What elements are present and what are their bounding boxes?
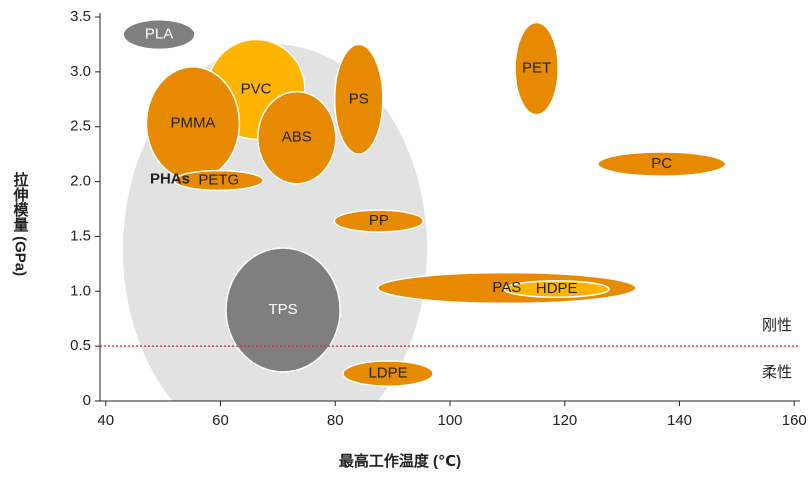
bubble-label: PAS bbox=[492, 279, 521, 296]
bubble-label: PMMA bbox=[170, 114, 215, 131]
bubble-label: PP bbox=[369, 212, 389, 229]
x-tick-label: 140 bbox=[667, 412, 692, 429]
y-tick-label: 0.5 bbox=[70, 337, 91, 354]
x-axis-label: 最高工作温度 (℃) bbox=[339, 452, 461, 470]
bubble bbox=[333, 209, 425, 233]
bubble bbox=[225, 247, 341, 373]
plot-area: PHAs TPS PLA PVC PMMA PETG ABS PS PET PC PP PAS HDPE… bbox=[122, 18, 727, 401]
x-tick-label: 60 bbox=[212, 412, 229, 429]
x-tick-label: 100 bbox=[437, 412, 462, 429]
bubble bbox=[514, 21, 559, 116]
y-tick-label: 3.5 bbox=[70, 8, 91, 25]
x-tick-label: 80 bbox=[327, 412, 344, 429]
bubble-label: PS bbox=[349, 90, 369, 107]
threshold-label: 刚性 bbox=[762, 317, 792, 334]
bubble-label: LDPE bbox=[368, 365, 407, 382]
bubble-label: PET bbox=[522, 60, 551, 77]
x-tick-label: 120 bbox=[552, 412, 577, 429]
x-tick-label: 160 bbox=[782, 412, 807, 429]
bubble bbox=[503, 280, 610, 299]
bubble bbox=[342, 360, 434, 387]
bubble-label: PC bbox=[651, 155, 672, 172]
y-tick-label: 2.0 bbox=[70, 173, 91, 190]
bubble bbox=[122, 18, 196, 51]
bubble bbox=[596, 151, 727, 177]
y-tick-label: 1.5 bbox=[70, 227, 91, 244]
y-tick-label: 3.0 bbox=[70, 63, 91, 80]
bubble-label: PVC bbox=[241, 80, 272, 97]
threshold-label: 柔性 bbox=[762, 364, 792, 381]
bubble-label: TPS bbox=[268, 301, 297, 318]
y-tick-label: 1.0 bbox=[70, 282, 91, 299]
bubble-label: PETG bbox=[198, 171, 239, 188]
bubble-label: ABS bbox=[282, 129, 312, 146]
bubble bbox=[257, 90, 337, 185]
bubble bbox=[333, 43, 384, 155]
bubble bbox=[173, 169, 264, 192]
y-tick-label: 2.5 bbox=[70, 118, 91, 135]
bubble-label: HDPE bbox=[536, 280, 578, 297]
x-tick-label: 40 bbox=[97, 412, 114, 429]
y-axis-label: 拉伸模量 (GPa) bbox=[12, 171, 30, 276]
bubble-label: PLA bbox=[145, 26, 173, 43]
bubble-label: PHAs bbox=[150, 171, 190, 188]
y-tick-label: 0 bbox=[83, 392, 91, 409]
